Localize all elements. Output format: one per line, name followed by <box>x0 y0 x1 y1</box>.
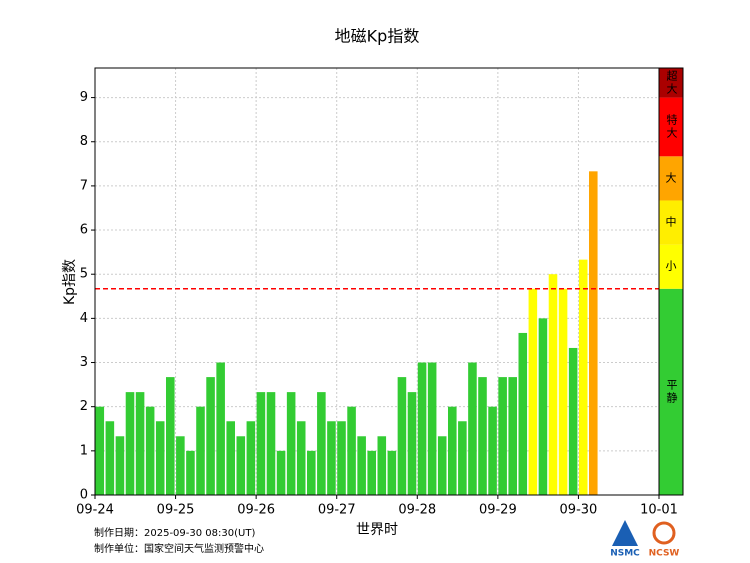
bar <box>186 450 195 495</box>
x-tick-label: 09-25 <box>157 503 195 518</box>
logo-icon <box>652 521 676 545</box>
bar <box>488 406 497 495</box>
chart-title: 地磁Kp指数 <box>335 27 420 46</box>
bar <box>246 421 256 495</box>
bar <box>468 362 477 495</box>
bar <box>478 377 487 495</box>
scale-label: 超大 <box>665 68 678 95</box>
bar <box>538 318 548 495</box>
bar <box>558 288 568 495</box>
y-tick-label: 7 <box>80 178 88 193</box>
scale-label: 小 <box>666 260 677 273</box>
y-tick-label: 2 <box>80 399 88 414</box>
bar <box>296 421 306 495</box>
bar <box>367 450 376 495</box>
bar <box>115 436 125 495</box>
footer-org: 制作单位：国家空间天气监测预警中心 <box>94 542 264 555</box>
bar <box>427 362 437 495</box>
x-tick-label: 09-27 <box>318 503 356 518</box>
bar <box>196 406 205 495</box>
bar <box>448 406 457 495</box>
footer-date: 制作日期：2025-09-30 08:30(UT) <box>94 526 255 539</box>
bar <box>236 436 246 495</box>
y-tick-label: 1 <box>80 443 88 458</box>
bar <box>508 377 517 495</box>
bar <box>407 392 417 495</box>
bar <box>176 436 185 495</box>
x-tick-label: 09-24 <box>76 503 114 518</box>
y-tick-label: 0 <box>80 488 88 503</box>
bar <box>216 362 225 495</box>
x-tick-label: 09-26 <box>237 503 275 518</box>
y-tick-label: 4 <box>80 311 88 326</box>
bar <box>206 377 215 495</box>
bar <box>135 392 145 495</box>
x-tick-label: 09-28 <box>398 503 436 518</box>
y-axis-label: Kp指数 <box>62 259 78 305</box>
bar <box>125 392 135 495</box>
scale-band <box>659 244 683 289</box>
scale-label: 大 <box>666 170 677 184</box>
scale-band <box>659 97 683 157</box>
scale-band <box>659 68 683 98</box>
bar <box>256 392 266 495</box>
bar <box>276 450 286 495</box>
bar <box>307 450 316 495</box>
bar <box>166 377 175 495</box>
bar <box>548 274 558 495</box>
logo-text: NSMC <box>610 549 640 559</box>
logo-icon <box>612 520 638 546</box>
bar <box>357 436 366 495</box>
bar <box>528 288 538 495</box>
scale-band <box>659 200 683 245</box>
y-tick-label: 3 <box>80 355 88 370</box>
x-tick-label: 09-29 <box>479 503 517 518</box>
plot-frame <box>94 67 684 496</box>
bar <box>417 362 427 495</box>
logo-text: NCSW <box>649 549 680 559</box>
bar <box>397 377 407 495</box>
bar <box>317 392 326 495</box>
scale-band <box>659 288 683 495</box>
y-tick-label: 8 <box>80 134 88 149</box>
bar <box>226 421 235 495</box>
y-tick-label: 5 <box>80 267 88 282</box>
bar <box>266 392 276 495</box>
bar <box>337 421 346 495</box>
bar <box>589 171 598 495</box>
bar <box>286 392 296 495</box>
scale-label: 特大 <box>665 113 678 140</box>
x-tick-label: 09-30 <box>560 503 598 518</box>
bar <box>155 421 165 495</box>
bar <box>387 450 397 495</box>
bar <box>327 421 336 495</box>
x-tick-label: 10-01 <box>640 503 678 518</box>
scale-band <box>659 156 683 201</box>
scale-label: 中 <box>666 216 677 229</box>
bar <box>377 436 387 495</box>
bar <box>498 377 507 495</box>
y-tick-label: 9 <box>80 90 88 105</box>
bar <box>437 436 447 495</box>
bar <box>95 406 105 495</box>
bar <box>578 259 588 495</box>
bar <box>105 421 115 495</box>
bar <box>568 347 578 495</box>
scale-label: 平静 <box>665 379 678 405</box>
x-axis-label: 世界时 <box>356 522 398 538</box>
bar <box>145 406 155 495</box>
bar <box>458 421 467 495</box>
bar <box>518 332 528 495</box>
y-tick-label: 6 <box>80 223 88 238</box>
bar <box>347 406 356 495</box>
